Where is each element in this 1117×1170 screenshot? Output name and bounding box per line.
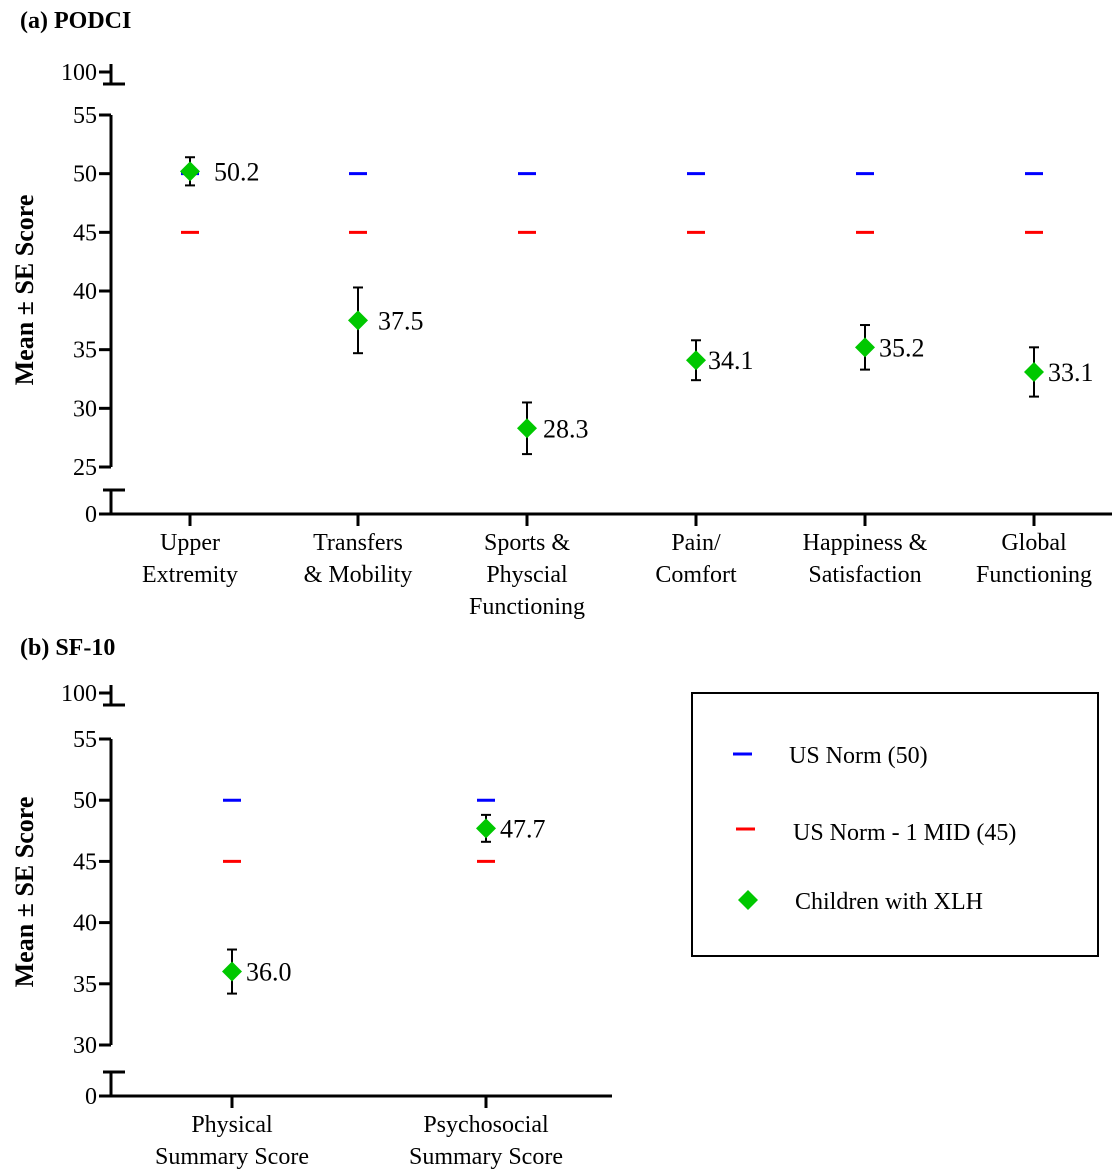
panel-a-category-label: Functioning	[469, 594, 585, 620]
panel-b-category-label: Summary Score	[155, 1144, 309, 1170]
panel-b-y-tick-label: 100	[61, 681, 97, 707]
panel-a-category-label: Happiness &	[803, 530, 928, 556]
panel-b-category-label: Psychosocial	[423, 1112, 549, 1138]
panel-b-sf10: (b) SF-10 Mean ± SE Score 100 55 50 45 40 35 3…	[10, 635, 612, 1170]
legend-label-us-norm: US Norm (50)	[789, 743, 928, 769]
panel-a-data-label: 33.1	[1048, 358, 1094, 387]
panel-a-category-label: Functioning	[976, 562, 1092, 588]
panel-a-data-label: 37.5	[378, 306, 424, 335]
panel-a-category-label: Satisfaction	[808, 562, 921, 588]
panel-a-y-tick-label: 100	[61, 60, 97, 86]
panel-a-y-axis-label: Mean ± SE Score	[10, 195, 39, 386]
panel-b-xlh-point	[476, 818, 496, 839]
panel-b-marks: 36.0 47.7	[222, 798, 546, 995]
panel-a-y-tick-label: 55	[73, 103, 97, 129]
panel-b-y-tick-label: 55	[73, 727, 97, 753]
panel-b-title: (b) SF-10	[20, 635, 115, 661]
panel-a-data-label: 28.3	[543, 414, 589, 443]
panel-a-category-label: Pain/	[671, 530, 721, 556]
panel-b-y-tick-label: 40	[73, 911, 97, 937]
panel-b-xlh-point	[222, 961, 242, 982]
panel-a-y-tick-label: 45	[73, 220, 97, 246]
panel-b-y-tick-label: 45	[73, 849, 97, 875]
panel-a-category-label: Comfort	[655, 562, 737, 588]
legend-diamond-xlh	[738, 890, 758, 910]
panel-b-y-axis-label: Mean ± SE Score	[10, 797, 39, 988]
panel-a-category-label: Extremity	[142, 562, 238, 588]
panel-a-y-tick-label: 0	[85, 502, 97, 528]
panel-a-xlh-point	[1024, 361, 1044, 382]
panel-a-data-label: 50.2	[214, 157, 260, 186]
panel-a-category-label: Transfers	[313, 530, 403, 556]
legend-label-xlh: Children with XLH	[795, 889, 983, 915]
panel-a-category-label: Upper	[160, 530, 220, 556]
panel-b-y-tick-label: 50	[73, 788, 97, 814]
panel-a-y-tick-label: 30	[73, 396, 97, 422]
panel-a-xlh-point	[517, 418, 537, 439]
panel-a-y-tick-label: 35	[73, 338, 97, 364]
panel-b-y-tick-label: 35	[73, 972, 97, 998]
panel-a-category-label: Physcial	[486, 562, 568, 588]
panel-b-axes: 100 55 50 45 40 35 30 0 Physical Summary Score Psy…	[61, 681, 612, 1170]
panel-a-axes: 100 55 50 45 40 35 30 25 0 Upper Extremity Transfer…	[61, 60, 1112, 620]
panel-b-y-tick-label: 0	[85, 1084, 97, 1110]
panel-a-data-label: 34.1	[708, 346, 754, 375]
panel-a-xlh-point	[348, 310, 368, 331]
panel-b-y-tick-label: 30	[73, 1033, 97, 1059]
panel-a-xlh-point	[855, 337, 875, 358]
panel-a-podci: (a) PODCI Mean ± SE Score 100 55 50 45 40 35 3…	[10, 8, 1112, 620]
legend-label-us-norm-mid: US Norm - 1 MID (45)	[793, 820, 1016, 846]
panel-a-category-label: & Mobility	[304, 562, 413, 588]
panel-a-category-label: Sports &	[484, 530, 570, 556]
panel-a-y-tick-label: 25	[73, 455, 97, 481]
panel-a-xlh-point	[686, 350, 706, 371]
panel-a-marks: 50.2 37.5 28.3 34.1 35.2 33.1	[180, 156, 1094, 456]
panel-a-title: (a) PODCI	[20, 8, 131, 34]
panel-b-data-label: 36.0	[246, 958, 292, 987]
panel-a-xlh-point	[180, 161, 200, 182]
panel-a-category-label: Global	[1001, 530, 1067, 556]
legend-box	[691, 692, 1099, 957]
panel-a-data-label: 35.2	[879, 333, 925, 362]
panel-b-category-label: Physical	[191, 1112, 273, 1138]
legend: US Norm (50) US Norm - 1 MID (45) Childr…	[691, 692, 1099, 957]
panel-b-data-label: 47.7	[500, 814, 546, 843]
panel-a-y-tick-label: 50	[73, 162, 97, 188]
panel-b-category-label: Summary Score	[409, 1144, 563, 1170]
panel-a-y-tick-label: 40	[73, 279, 97, 305]
